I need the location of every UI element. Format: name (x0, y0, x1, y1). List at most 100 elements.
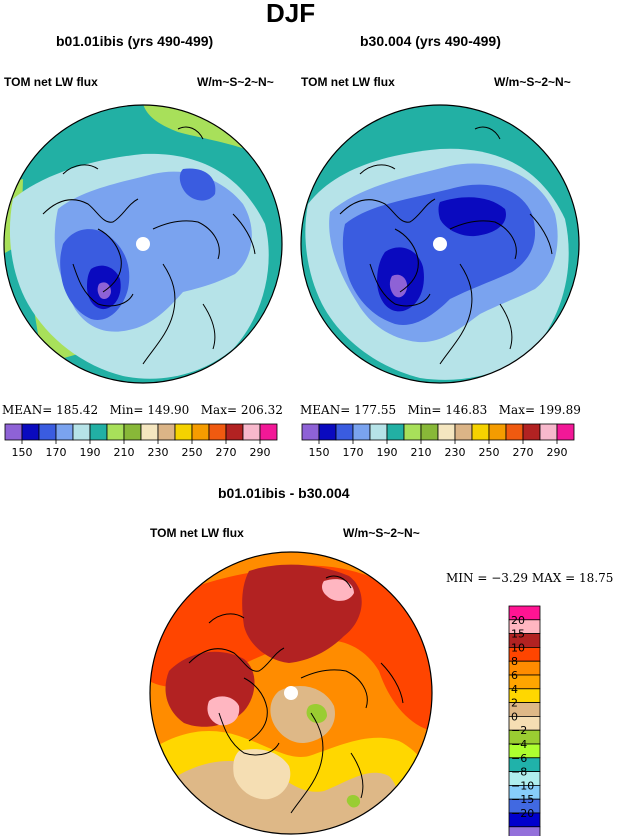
mean-label: MEAN= (300, 403, 351, 417)
colorbar-swatch (72, 423, 91, 441)
diff-polar-map (149, 551, 433, 835)
coastlines (188, 575, 404, 814)
colorbar-swatch (488, 423, 507, 441)
colorbar-swatch (301, 423, 320, 441)
left-variable-label: TOM net LW flux (4, 75, 98, 89)
min-label: Min= (109, 403, 144, 417)
diff-field-orange-red (150, 565, 432, 731)
colorbar-tick-label: 150 (309, 446, 330, 459)
left-stats: MEAN= 185.42 Min= 149.90 Max= 206.32 (2, 403, 283, 417)
colorbar-swatch (508, 826, 541, 836)
coastlines (339, 126, 553, 365)
colorbar-tick-label: 230 (148, 446, 169, 459)
diff-field-green (346, 794, 361, 808)
colorbar-swatch (55, 423, 74, 441)
mean-label: MEAN= (2, 403, 53, 417)
colorbar-tick-label: 270 (216, 446, 237, 459)
colorbar-swatch (522, 423, 541, 441)
max-label: MAX = (531, 571, 576, 585)
colorbar-swatch (556, 423, 575, 441)
colorbar-tick-label: 270 (513, 446, 534, 459)
diff-variable-label: TOM net LW flux (150, 526, 244, 540)
colorbar-swatch (505, 423, 524, 441)
right-units-label: W/m~S~2~N~ (494, 75, 571, 89)
colorbar-tick-label: 0 (511, 710, 518, 723)
min-value: 146.83 (445, 403, 488, 417)
mean-value: 177.55 (354, 403, 397, 417)
colorbar-swatch (225, 423, 244, 441)
colorbar-swatch (454, 423, 473, 441)
colorbar-swatch (259, 423, 278, 441)
max-value: 18.75 (579, 571, 614, 585)
colorbar-swatch (420, 423, 439, 441)
colorbar-tick-label: 290 (250, 446, 271, 459)
colorbar-tick-label: 2 (511, 697, 518, 710)
colorbar-swatch (157, 423, 176, 441)
colorbar-tick-label: 170 (46, 446, 67, 459)
colorbar-tick-label: 290 (547, 446, 568, 459)
right-variable-label: TOM net LW flux (301, 75, 395, 89)
diff-field-pink (322, 579, 354, 601)
colorbar-swatch (403, 423, 422, 441)
colorbar-tick-label: −15 (511, 793, 534, 806)
colorbar-swatch (4, 423, 23, 441)
colorbar-tick-label: 150 (12, 446, 33, 459)
colorbar-swatch (369, 423, 388, 441)
right-colorbar: 150 170 190 210 230 250 270 290 (301, 423, 575, 459)
colorbar-tick-label: 250 (182, 446, 203, 459)
min-label: MIN = (446, 571, 488, 585)
map-boundary (149, 551, 433, 835)
colorbar-swatch (140, 423, 159, 441)
colorbar-swatch (539, 423, 558, 441)
max-label: Max= (498, 403, 536, 417)
colorbar-tick-label: 190 (377, 446, 398, 459)
left-polar-map (3, 104, 283, 384)
map-field-violet (389, 274, 408, 298)
right-panel-title: b30.004 (yrs 490-499) (360, 33, 501, 49)
colorbar-swatch (386, 423, 405, 441)
left-panel-title: b01.01ibis (yrs 490-499) (56, 33, 214, 49)
colorbar-tick-label: 15 (511, 628, 525, 641)
colorbar-swatch (242, 423, 261, 441)
map-boundary (3, 104, 283, 384)
max-value: 199.89 (538, 403, 581, 417)
left-colorbar: 150 170 190 210 230 250 270 290 (4, 423, 278, 459)
colorbar-swatch (191, 423, 210, 441)
colorbar-swatch (335, 423, 354, 441)
max-value: 206.32 (240, 403, 283, 417)
min-value: 149.90 (147, 403, 190, 417)
colorbar-tick-label: 190 (80, 446, 101, 459)
diff-field-green (306, 704, 327, 724)
colorbar-swatch (106, 423, 125, 441)
colorbar-swatch (123, 423, 142, 441)
colorbar-tick-label: −6 (511, 752, 527, 765)
diff-field-tan (270, 686, 335, 744)
left-units-label: W/m~S~2~N~ (197, 75, 274, 89)
colorbar-tick-label: −2 (511, 724, 527, 737)
min-value: −3.29 (491, 571, 529, 585)
colorbar-tick-label: 230 (445, 446, 466, 459)
colorbar-tick-label: 210 (114, 446, 135, 459)
diff-field-wheat (233, 749, 291, 800)
diff-panel-title: b01.01ibis - b30.004 (218, 485, 350, 501)
diff-field-pink (207, 696, 240, 726)
diff-field-tan (167, 761, 398, 834)
colorbar-swatch (21, 423, 40, 441)
pole-marker (433, 237, 447, 251)
right-stats: MEAN= 177.55 Min= 146.83 Max= 199.89 (300, 403, 581, 417)
colorbar-swatch (318, 423, 337, 441)
max-label: Max= (200, 403, 238, 417)
mean-value: 185.42 (56, 403, 99, 417)
colorbar-tick-label: 6 (511, 669, 518, 682)
colorbar-swatch (38, 423, 57, 441)
colorbar-tick-label: 4 (511, 683, 518, 696)
pole-marker (284, 686, 298, 700)
colorbar-tick-label: 250 (479, 446, 500, 459)
colorbar-swatch (89, 423, 108, 441)
colorbar-tick-label: 210 (411, 446, 432, 459)
colorbar-tick-label: 170 (343, 446, 364, 459)
map-field-mid-blue (179, 168, 216, 201)
map-boundary (300, 104, 580, 384)
colorbar-tick-label: −4 (511, 738, 527, 751)
